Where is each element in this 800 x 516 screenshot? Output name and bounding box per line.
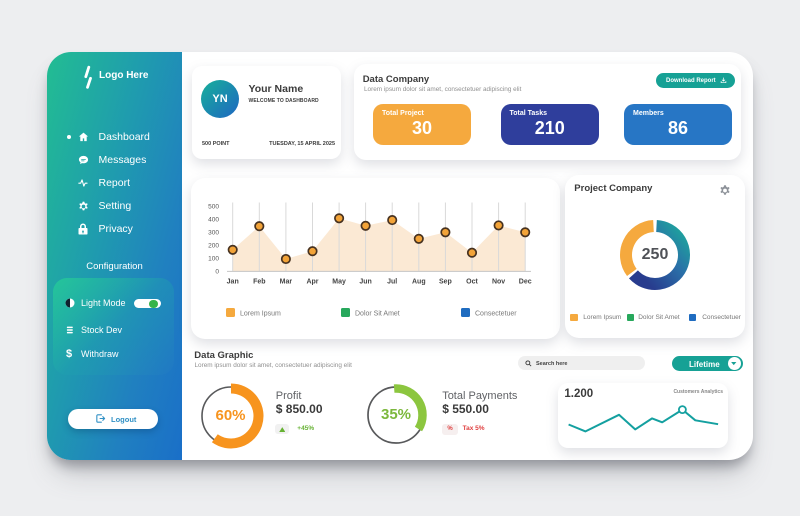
svg-text:Nov: Nov — [492, 279, 505, 286]
svg-text:Mar: Mar — [280, 279, 293, 286]
svg-text:200: 200 — [208, 243, 219, 250]
svg-text:Oct: Oct — [466, 279, 478, 286]
svg-text:Lorem Ipsum: Lorem Ipsum — [240, 310, 281, 317]
svg-text:May: May — [332, 279, 346, 286]
svg-text:Jun: Jun — [359, 279, 371, 286]
svg-text:300: 300 — [208, 230, 219, 237]
svg-text:Sep: Sep — [439, 279, 452, 286]
svg-text:500: 500 — [208, 204, 219, 211]
svg-text:Jul: Jul — [387, 279, 397, 286]
svg-text:Dec: Dec — [519, 279, 532, 286]
svg-text:100: 100 — [208, 256, 219, 263]
svg-text:Aug: Aug — [412, 279, 426, 286]
svg-text:Consectetuer: Consectetuer — [475, 310, 517, 317]
svg-text:Apr: Apr — [306, 279, 318, 286]
svg-text:Feb: Feb — [253, 279, 265, 286]
svg-text:Dolor Sit Amet: Dolor Sit Amet — [355, 310, 400, 317]
svg-text:0: 0 — [215, 269, 219, 276]
svg-text:400: 400 — [208, 217, 219, 224]
svg-text:Jan: Jan — [227, 279, 239, 286]
